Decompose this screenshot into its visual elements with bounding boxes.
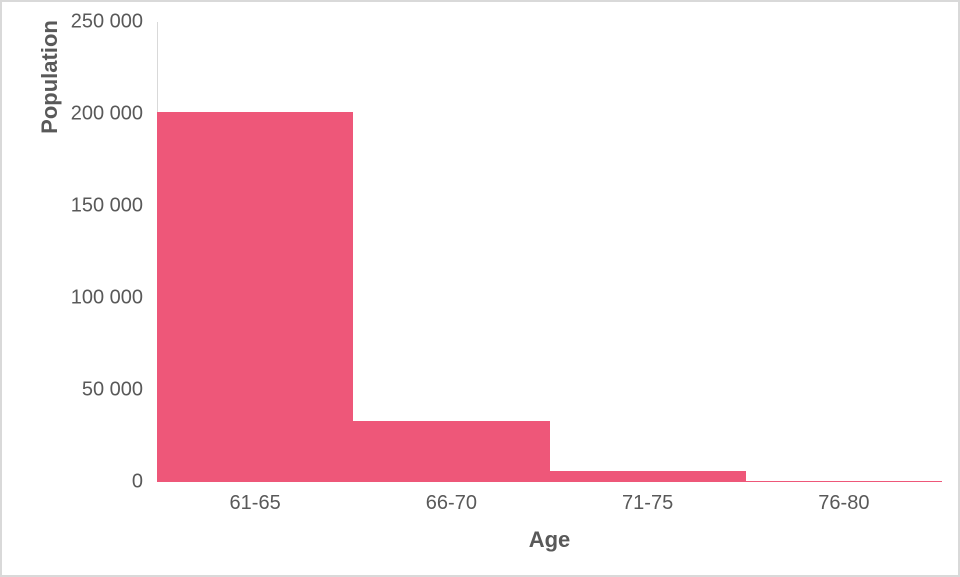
x-tick-label: 71-75 [622,492,673,515]
y-axis-label: Population [37,0,63,307]
bar [157,112,353,482]
bar [746,481,942,482]
y-tick-label: 150 000 [71,195,143,218]
y-tick-label: 50 000 [82,379,143,402]
bar [353,421,549,482]
x-tick-label: 66-70 [426,492,477,515]
plot-area [157,22,942,482]
x-tick-label: 61-65 [230,492,281,515]
x-axis-label: Age [529,527,571,553]
y-tick-label: 200 000 [71,103,143,126]
bar [550,471,746,482]
y-tick-label: 250 000 [71,11,143,34]
y-tick-label: 100 000 [71,287,143,310]
chart-frame: Population Age 0 50 000 100 000 150 000 200 … [0,0,960,577]
y-tick-label: 0 [132,471,143,494]
x-tick-label: 76-80 [818,492,869,515]
